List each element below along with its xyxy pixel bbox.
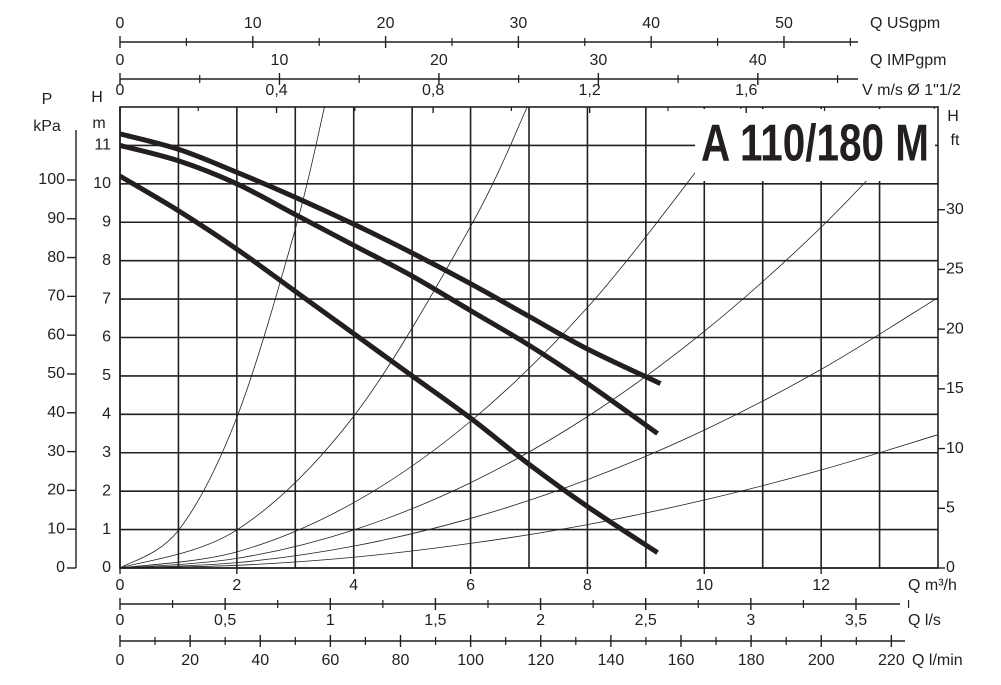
tick-label: 10 xyxy=(271,52,289,69)
curve xyxy=(119,142,659,436)
tick-label: 40 xyxy=(642,15,660,32)
x-tick-label: 10 xyxy=(695,577,713,594)
tick-label: 0 xyxy=(116,612,125,629)
tick-label: 15 xyxy=(946,380,964,397)
tick-label: 20 xyxy=(430,52,448,69)
y-tick-label: 6 xyxy=(102,329,111,346)
tick-label: 20 xyxy=(47,482,65,499)
tick-label: 0,4 xyxy=(265,82,287,99)
tick-label: 0,5 xyxy=(214,612,236,629)
x-tick-label: 12 xyxy=(812,577,830,594)
tick-label: 10 xyxy=(244,15,262,32)
y-tick-label: 8 xyxy=(102,252,111,269)
tick-label: 0 xyxy=(946,559,955,576)
y-tick-label: 4 xyxy=(102,406,111,423)
tick-label: 40 xyxy=(749,52,767,69)
curve xyxy=(119,106,528,569)
tick-label: 0,8 xyxy=(422,82,444,99)
y-tick-label: 9 xyxy=(102,213,111,230)
y-tick-label: 0 xyxy=(102,559,111,576)
y-axis-unit: m xyxy=(92,115,105,132)
axis-label: Q l/s xyxy=(908,612,941,629)
curve xyxy=(119,106,325,569)
tick-label: 90 xyxy=(47,210,65,227)
tick-label: 20 xyxy=(946,320,964,337)
tick-label: 200 xyxy=(808,652,835,669)
tick-label: 1,5 xyxy=(424,612,446,629)
y-tick-label: 2 xyxy=(102,482,111,499)
axis-label: P xyxy=(42,91,53,108)
tick-label: 0 xyxy=(56,559,65,576)
tick-label: 5 xyxy=(946,500,955,517)
curve xyxy=(119,106,936,569)
tick-label: 120 xyxy=(527,652,554,669)
x-tick-label: 6 xyxy=(466,577,475,594)
tick-label: 2,5 xyxy=(635,612,657,629)
tick-label: 10 xyxy=(47,520,65,537)
tick-label: 1,2 xyxy=(579,82,601,99)
y-tick-label: 11 xyxy=(94,137,111,154)
axis-label: V m/s Ø 1"1/2 xyxy=(862,82,961,99)
curve xyxy=(119,297,939,569)
y-tick-label: 3 xyxy=(102,444,111,461)
y-axis-label: H xyxy=(91,89,103,106)
tick-label: 25 xyxy=(946,261,964,278)
tick-label: 100 xyxy=(38,171,65,188)
axis-label: Q l/min xyxy=(912,652,963,669)
y-tick-label: 5 xyxy=(102,367,111,384)
y-tick-label: 1 xyxy=(102,521,111,538)
axis-label: H xyxy=(947,108,959,125)
curve xyxy=(118,173,659,555)
x-tick-label: 0 xyxy=(116,577,125,594)
tick-label: 2 xyxy=(536,612,545,629)
tick-label: 140 xyxy=(598,652,625,669)
x-tick-label: 2 xyxy=(232,577,241,594)
x-axis-label: Q m³/h xyxy=(908,577,957,594)
y-tick-label: 10 xyxy=(93,175,111,192)
axis-unit: kPa xyxy=(33,118,61,135)
curve xyxy=(119,131,662,386)
axis-label: Q USgpm xyxy=(870,15,940,32)
chart-title: A 110/180 M xyxy=(701,115,929,173)
tick-label: 0 xyxy=(116,652,125,669)
curve xyxy=(119,434,939,569)
tick-label: 3 xyxy=(746,612,755,629)
tick-label: 0 xyxy=(116,52,125,69)
tick-label: 30 xyxy=(589,52,607,69)
tick-label: 1,6 xyxy=(735,82,757,99)
tick-label: 30 xyxy=(47,443,65,460)
tick-label: 20 xyxy=(181,652,199,669)
tick-label: 100 xyxy=(457,652,484,669)
tick-label: 220 xyxy=(878,652,905,669)
tick-label: 20 xyxy=(377,15,395,32)
tick-label: 0 xyxy=(116,82,125,99)
tick-label: 10 xyxy=(946,440,964,457)
tick-label: 80 xyxy=(47,249,65,266)
tick-label: 160 xyxy=(668,652,695,669)
tick-label: 180 xyxy=(738,652,765,669)
tick-label: 30 xyxy=(509,15,527,32)
x-tick-label: 8 xyxy=(583,577,592,594)
x-tick-label: 4 xyxy=(349,577,358,594)
tick-label: 3,5 xyxy=(845,612,867,629)
tick-label: 40 xyxy=(251,652,269,669)
tick-label: 40 xyxy=(47,404,65,421)
tick-label: 50 xyxy=(775,15,793,32)
title-box xyxy=(695,109,935,181)
tick-label: 1 xyxy=(326,612,335,629)
tick-label: 70 xyxy=(47,288,65,305)
tick-label: 80 xyxy=(392,652,410,669)
tick-label: 60 xyxy=(321,652,339,669)
axis-label: Q IMPgpm xyxy=(870,52,946,69)
tick-label: 30 xyxy=(946,201,964,218)
tick-label: 0 xyxy=(116,15,125,32)
tick-label: 60 xyxy=(47,326,65,343)
tick-label: 50 xyxy=(47,365,65,382)
axis-unit: ft xyxy=(951,132,960,149)
plot-border xyxy=(119,106,939,569)
y-tick-label: 7 xyxy=(102,290,111,307)
